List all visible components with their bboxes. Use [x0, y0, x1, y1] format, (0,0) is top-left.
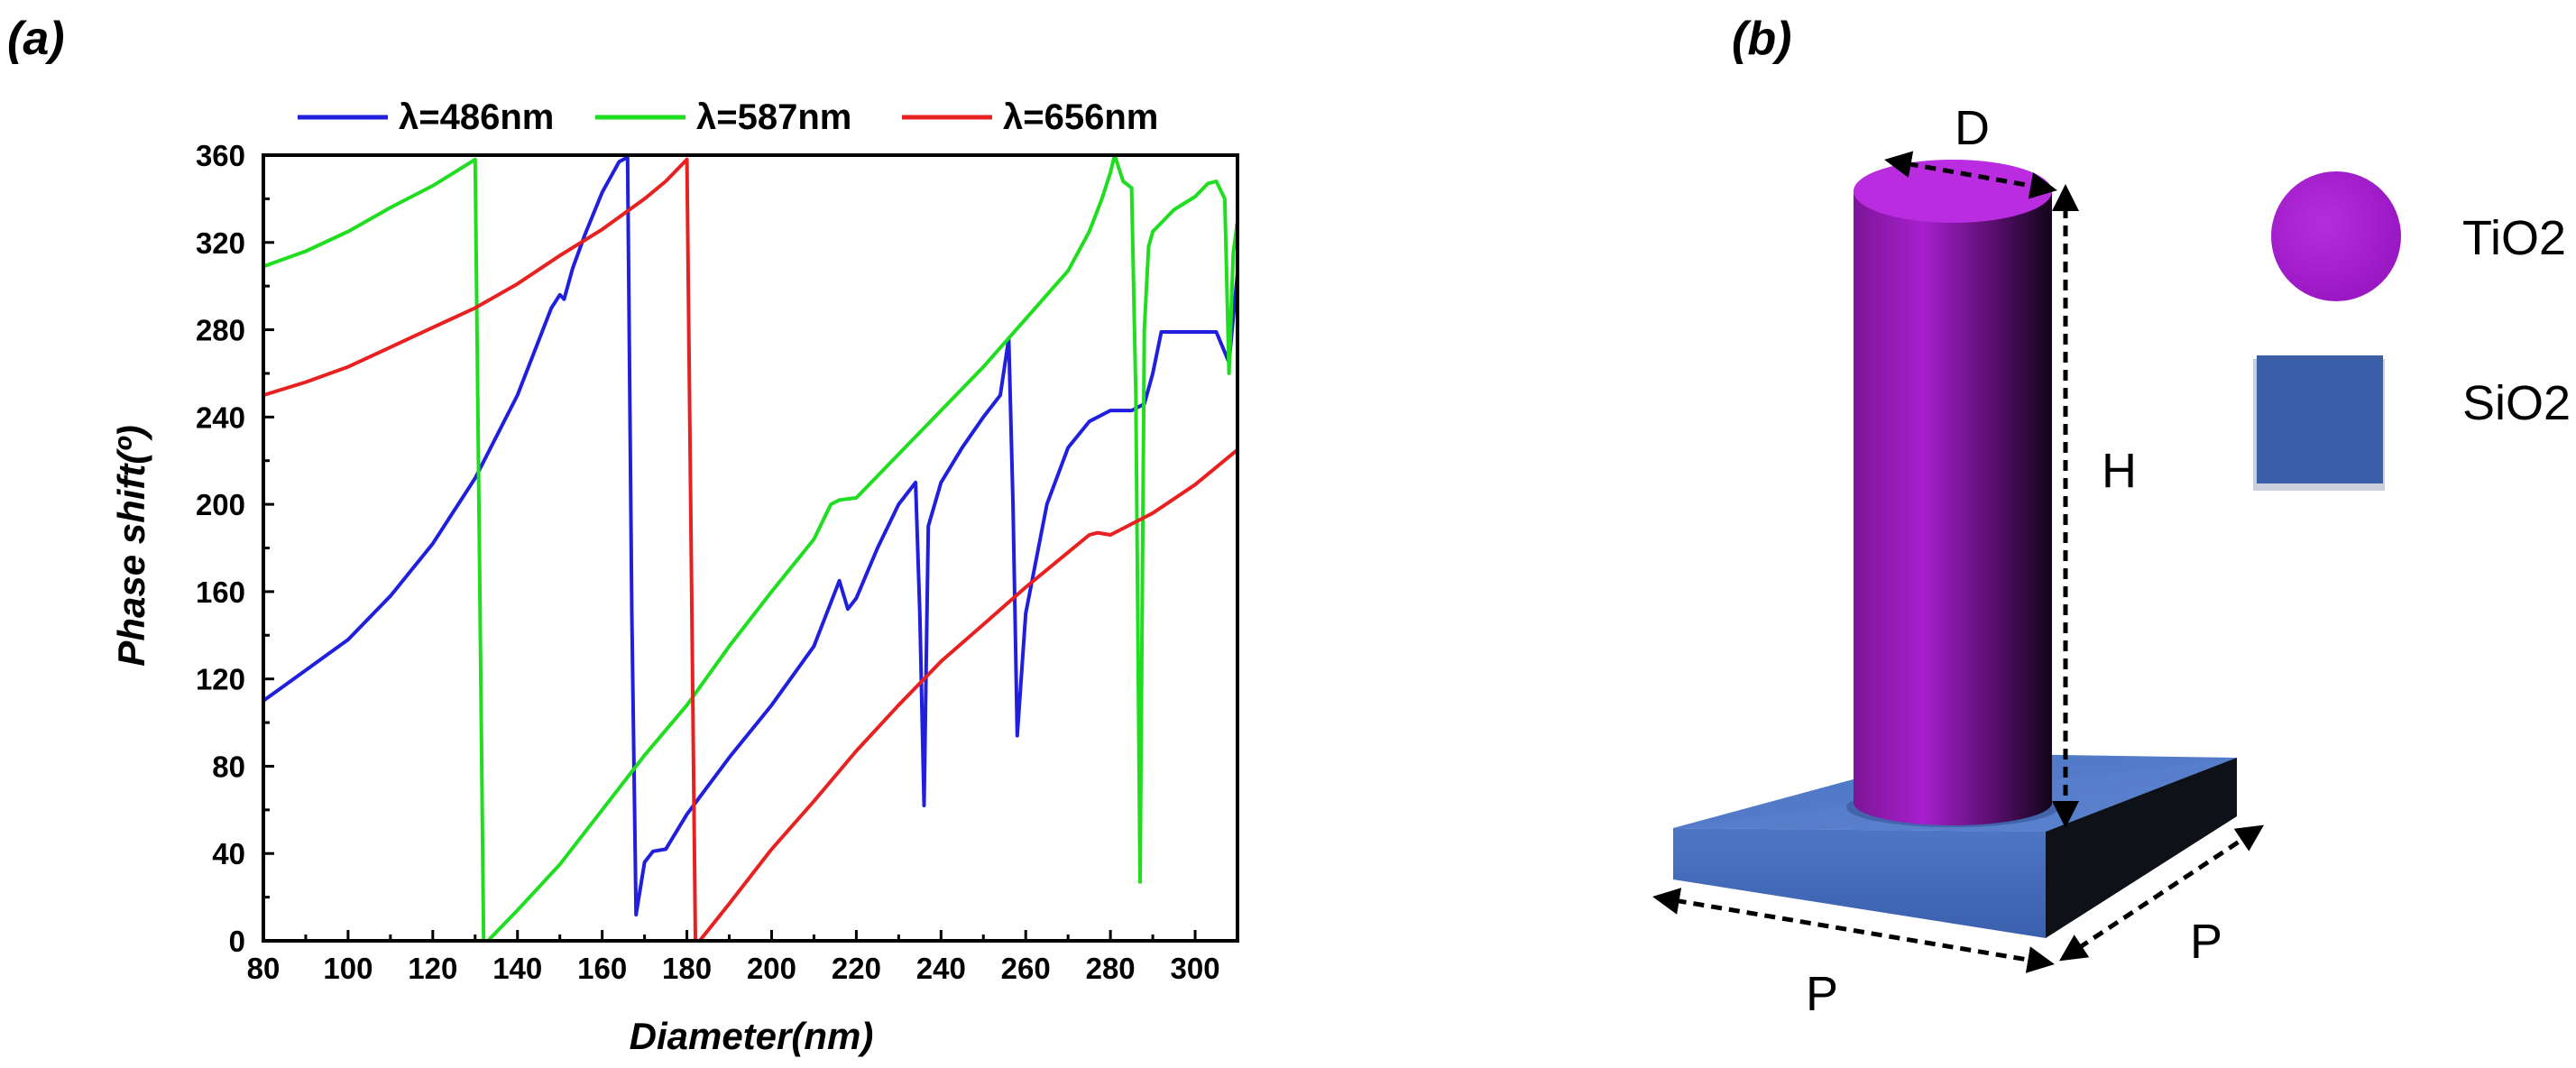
d-dimension-arrow — [1884, 151, 2057, 199]
plot-frame — [262, 153, 1239, 943]
pillar-diagram: D H P P TiO2 SiO2 — [1652, 101, 2571, 1021]
sio2-swatch — [2257, 355, 2383, 483]
x-tick-labels: 80 100 120 140 160 180 200 220 240 260 280 300 — [247, 952, 1220, 985]
y-axis-title: Phase shift(º) — [110, 425, 152, 666]
y-tick-label: 320 — [196, 226, 245, 260]
material-legend: TiO2 SiO2 — [2253, 171, 2571, 491]
tio2-label: TiO2 — [2462, 211, 2566, 265]
d-label: D — [1955, 101, 1990, 155]
legend-label-3: λ=656nm — [1003, 97, 1158, 137]
x-tick-label: 160 — [577, 952, 627, 985]
sio2-label: SiO2 — [2462, 376, 2571, 430]
panel-a-label: (a) — [7, 13, 65, 65]
y-tick-label: 240 — [196, 400, 245, 434]
p-front-dimension-arrow — [1652, 888, 2055, 973]
tio2-swatch — [2271, 171, 2401, 301]
x-tick-label: 100 — [323, 952, 373, 985]
x-tick-label: 180 — [662, 952, 712, 985]
pillar-body — [1854, 191, 2052, 825]
x-tick-label: 300 — [1171, 952, 1220, 985]
y-tick-label: 120 — [196, 663, 245, 696]
series-line-2 — [263, 155, 1237, 941]
h-label: H — [2102, 444, 2137, 498]
x-tick-label: 240 — [916, 952, 966, 985]
y-tick-label: 40 — [212, 837, 245, 870]
x-tick-label: 140 — [492, 952, 542, 985]
series-line-3 — [263, 157, 1237, 941]
x-tick-label: 200 — [747, 952, 796, 985]
y-tick-label: 0 — [229, 925, 245, 958]
substrate-front-face — [1673, 828, 2046, 938]
phase-shift-chart: λ=486nm λ=587nm λ=656nm 80 100 120 140 160 180 2… — [110, 97, 1239, 1057]
p-side-dimension-arrow — [2059, 824, 2264, 962]
y-tick-label: 80 — [212, 750, 245, 783]
x-tick-label: 120 — [408, 952, 457, 985]
p-front-label: P — [1806, 967, 1838, 1021]
y-tick-labels: 0 40 80 120 160 200 240 280 320 360 — [196, 139, 245, 958]
x-tick-label: 280 — [1086, 952, 1136, 985]
y-tick-label: 200 — [196, 488, 245, 521]
chart-legend: λ=486nm λ=587nm λ=656nm — [298, 97, 1158, 137]
x-tick-label: 80 — [247, 952, 281, 985]
x-tick-label: 220 — [832, 952, 881, 985]
y-tick-label: 160 — [196, 575, 245, 609]
x-axis-title: Diameter(nm) — [630, 1015, 874, 1057]
p-side-label: P — [2190, 915, 2222, 969]
x-tick-label: 260 — [1001, 952, 1051, 985]
legend-label-2: λ=587nm — [696, 97, 851, 137]
pillar-top — [1854, 160, 2052, 223]
panel-b-label: (b) — [1732, 13, 1791, 65]
y-tick-label: 360 — [196, 139, 245, 172]
series-layer — [263, 155, 1237, 941]
series-line-1 — [263, 155, 1237, 916]
y-tick-label: 280 — [196, 314, 245, 347]
legend-label-1: λ=486nm — [399, 97, 554, 137]
axis-ticks — [262, 153, 1197, 943]
